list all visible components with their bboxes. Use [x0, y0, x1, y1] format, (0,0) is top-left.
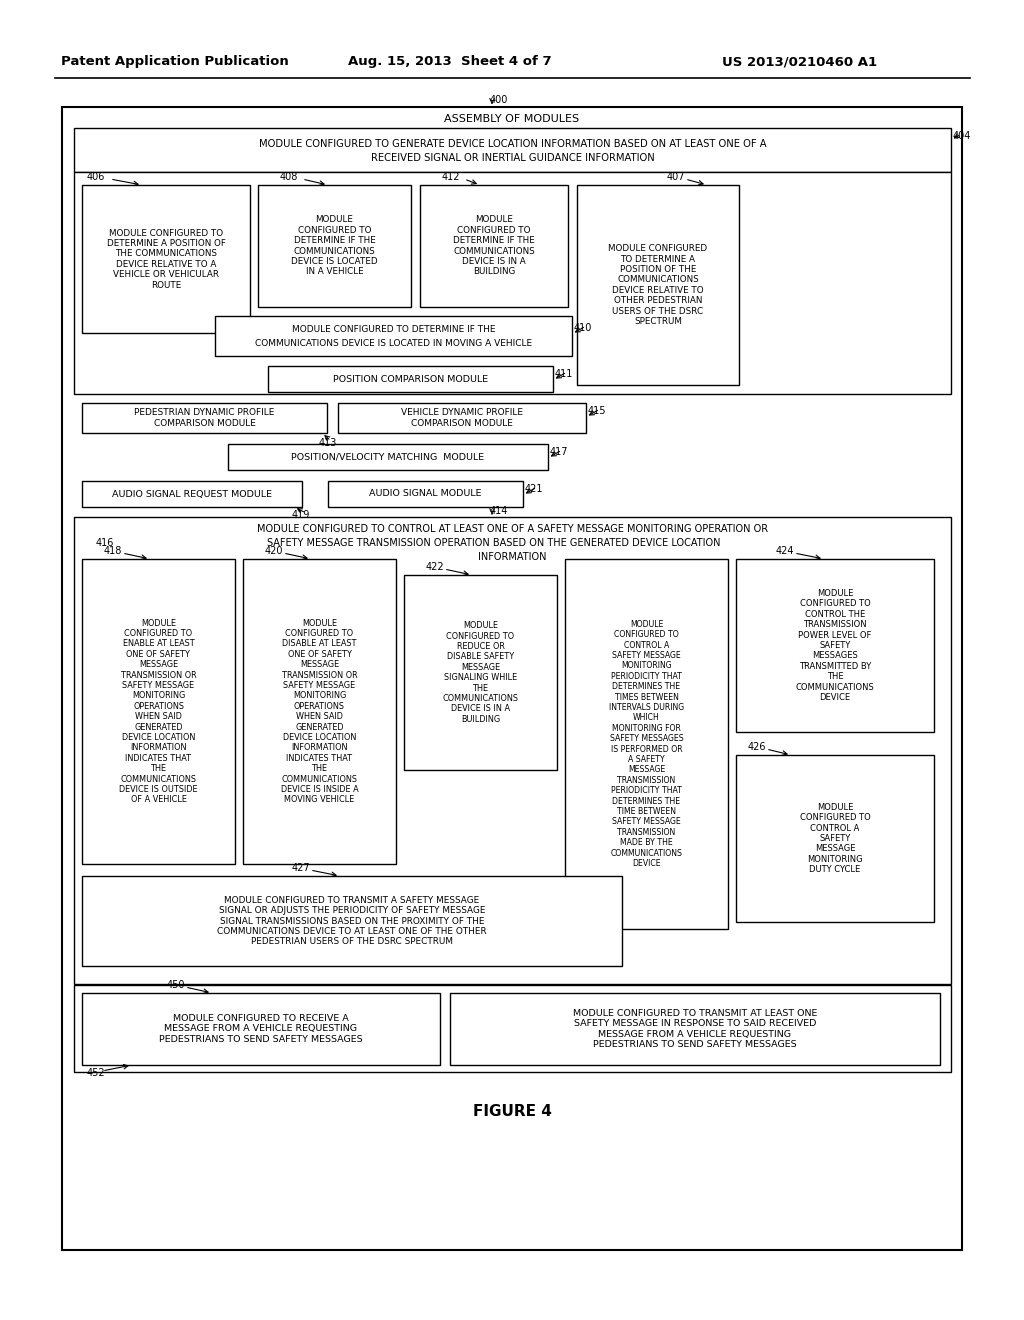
Text: 415: 415 — [588, 407, 606, 416]
Text: MODULE
CONFIGURED TO
ENABLE AT LEAST
ONE OF SAFETY
MESSAGE
TRANSMISSION OR
SAFET: MODULE CONFIGURED TO ENABLE AT LEAST ONE… — [119, 619, 198, 804]
Text: 412: 412 — [442, 172, 461, 182]
Bar — [74, 985, 951, 1072]
Text: MODULE
CONFIGURED TO
CONTROL A
SAFETY MESSAGE
MONITORING
PERIODICITY THAT
DETERM: MODULE CONFIGURED TO CONTROL A SAFETY ME… — [609, 620, 684, 869]
Text: 420: 420 — [265, 546, 284, 556]
Text: 410: 410 — [574, 323, 592, 333]
Bar — [243, 558, 396, 865]
Bar — [82, 558, 234, 865]
Text: 417: 417 — [550, 447, 568, 457]
Text: 427: 427 — [292, 863, 310, 873]
Text: 414: 414 — [490, 506, 508, 516]
Bar — [328, 480, 523, 507]
Text: 416: 416 — [96, 539, 115, 548]
Bar — [82, 993, 440, 1065]
Text: MODULE CONFIGURED TO RECEIVE A
MESSAGE FROM A VEHICLE REQUESTING
PEDESTRIANS TO : MODULE CONFIGURED TO RECEIVE A MESSAGE F… — [159, 1014, 362, 1044]
Text: MODULE CONFIGURED
TO DETERMINE A
POSITION OF THE
COMMUNICATIONS
DEVICE RELATIVE : MODULE CONFIGURED TO DETERMINE A POSITIO… — [608, 244, 708, 326]
Text: MODULE
CONFIGURED TO
CONTROL THE
TRANSMISSION
POWER LEVEL OF
SAFETY
MESSAGES
TRA: MODULE CONFIGURED TO CONTROL THE TRANSMI… — [796, 589, 874, 702]
Text: Patent Application Publication: Patent Application Publication — [61, 55, 289, 69]
Bar — [736, 558, 934, 733]
Text: 418: 418 — [104, 546, 123, 556]
Text: RECEIVED SIGNAL OR INERTIAL GUIDANCE INFORMATION: RECEIVED SIGNAL OR INERTIAL GUIDANCE INF… — [371, 153, 654, 162]
Bar — [565, 558, 728, 929]
Text: ASSEMBLY OF MODULES: ASSEMBLY OF MODULES — [444, 114, 580, 124]
Bar — [82, 480, 302, 507]
Text: POSITION COMPARISON MODULE: POSITION COMPARISON MODULE — [333, 375, 488, 384]
Text: PEDESTRIAN DYNAMIC PROFILE
COMPARISON MODULE: PEDESTRIAN DYNAMIC PROFILE COMPARISON MO… — [134, 408, 274, 428]
Text: Aug. 15, 2013  Sheet 4 of 7: Aug. 15, 2013 Sheet 4 of 7 — [348, 55, 552, 69]
Bar — [74, 172, 951, 393]
Text: 406: 406 — [87, 172, 105, 182]
Text: 419: 419 — [292, 510, 310, 520]
Text: MODULE
CONFIGURED TO
DETERMINE IF THE
COMMUNICATIONS
DEVICE IS IN A
BUILDING: MODULE CONFIGURED TO DETERMINE IF THE CO… — [454, 215, 535, 276]
Text: 404: 404 — [953, 131, 972, 141]
Bar — [82, 403, 327, 433]
Bar — [577, 185, 739, 385]
Text: 411: 411 — [555, 370, 573, 379]
Bar — [338, 403, 586, 433]
Text: 413: 413 — [319, 438, 337, 447]
Text: AUDIO SIGNAL MODULE: AUDIO SIGNAL MODULE — [370, 490, 481, 499]
Text: 407: 407 — [667, 172, 685, 182]
Text: US 2013/0210460 A1: US 2013/0210460 A1 — [723, 55, 878, 69]
Text: 422: 422 — [426, 562, 444, 572]
Text: MODULE CONFIGURED TO TRANSMIT A SAFETY MESSAGE
SIGNAL OR ADJUSTS THE PERIODICITY: MODULE CONFIGURED TO TRANSMIT A SAFETY M… — [217, 896, 486, 946]
Text: MODULE
CONFIGURED TO
DETERMINE IF THE
COMMUNICATIONS
DEVICE IS LOCATED
IN A VEHI: MODULE CONFIGURED TO DETERMINE IF THE CO… — [291, 215, 378, 276]
Text: MODULE CONFIGURED TO
DETERMINE A POSITION OF
THE COMMUNICATIONS
DEVICE RELATIVE : MODULE CONFIGURED TO DETERMINE A POSITIO… — [106, 228, 225, 289]
Text: AUDIO SIGNAL REQUEST MODULE: AUDIO SIGNAL REQUEST MODULE — [112, 490, 272, 499]
Text: 452: 452 — [87, 1068, 105, 1078]
Text: VEHICLE DYNAMIC PROFILE
COMPARISON MODULE: VEHICLE DYNAMIC PROFILE COMPARISON MODUL… — [401, 408, 523, 428]
Text: 400: 400 — [490, 95, 508, 106]
Text: 426: 426 — [748, 742, 767, 752]
Text: 424: 424 — [776, 546, 795, 556]
Text: MODULE
CONFIGURED TO
REDUCE OR
DISABLE SAFETY
MESSAGE
SIGNALING WHILE
THE
COMMUN: MODULE CONFIGURED TO REDUCE OR DISABLE S… — [442, 622, 518, 723]
Bar — [268, 366, 553, 392]
Text: MODULE CONFIGURED TO CONTROL AT LEAST ONE OF A SAFETY MESSAGE MONITORING OPERATI: MODULE CONFIGURED TO CONTROL AT LEAST ON… — [257, 524, 768, 535]
Bar — [450, 993, 940, 1065]
Text: SAFETY MESSAGE TRANSMISSION OPERATION BASED ON THE GENERATED DEVICE LOCATION: SAFETY MESSAGE TRANSMISSION OPERATION BA… — [267, 539, 721, 548]
Bar — [736, 755, 934, 921]
Text: MODULE CONFIGURED TO GENERATE DEVICE LOCATION INFORMATION BASED ON AT LEAST ONE : MODULE CONFIGURED TO GENERATE DEVICE LOC… — [259, 139, 766, 149]
Bar — [82, 185, 250, 333]
Text: COMMUNICATIONS DEVICE IS LOCATED IN MOVING A VEHICLE: COMMUNICATIONS DEVICE IS LOCATED IN MOVI… — [255, 339, 532, 348]
Text: INFORMATION: INFORMATION — [478, 552, 547, 562]
Text: MODULE
CONFIGURED TO
CONTROL A
SAFETY
MESSAGE
MONITORING
DUTY CYCLE: MODULE CONFIGURED TO CONTROL A SAFETY ME… — [800, 803, 870, 874]
Bar — [74, 517, 951, 983]
Text: 408: 408 — [280, 172, 298, 182]
Bar — [82, 876, 622, 966]
Bar — [74, 128, 951, 172]
Text: FIGURE 4: FIGURE 4 — [472, 1105, 552, 1119]
Bar — [258, 185, 411, 308]
Bar — [404, 576, 557, 770]
Text: MODULE
CONFIGURED TO
DISABLE AT LEAST
ONE OF SAFETY
MESSAGE
TRANSMISSION OR
SAFE: MODULE CONFIGURED TO DISABLE AT LEAST ON… — [281, 619, 358, 804]
Bar — [420, 185, 568, 308]
Text: 421: 421 — [525, 484, 544, 494]
Text: MODULE CONFIGURED TO DETERMINE IF THE: MODULE CONFIGURED TO DETERMINE IF THE — [292, 325, 496, 334]
Bar — [62, 107, 962, 1250]
Bar — [215, 315, 572, 356]
Text: POSITION/VELOCITY MATCHING  MODULE: POSITION/VELOCITY MATCHING MODULE — [292, 453, 484, 462]
Text: 450: 450 — [167, 979, 185, 990]
Text: MODULE CONFIGURED TO TRANSMIT AT LEAST ONE
SAFETY MESSAGE IN RESPONSE TO SAID RE: MODULE CONFIGURED TO TRANSMIT AT LEAST O… — [572, 1008, 817, 1049]
Bar — [228, 444, 548, 470]
